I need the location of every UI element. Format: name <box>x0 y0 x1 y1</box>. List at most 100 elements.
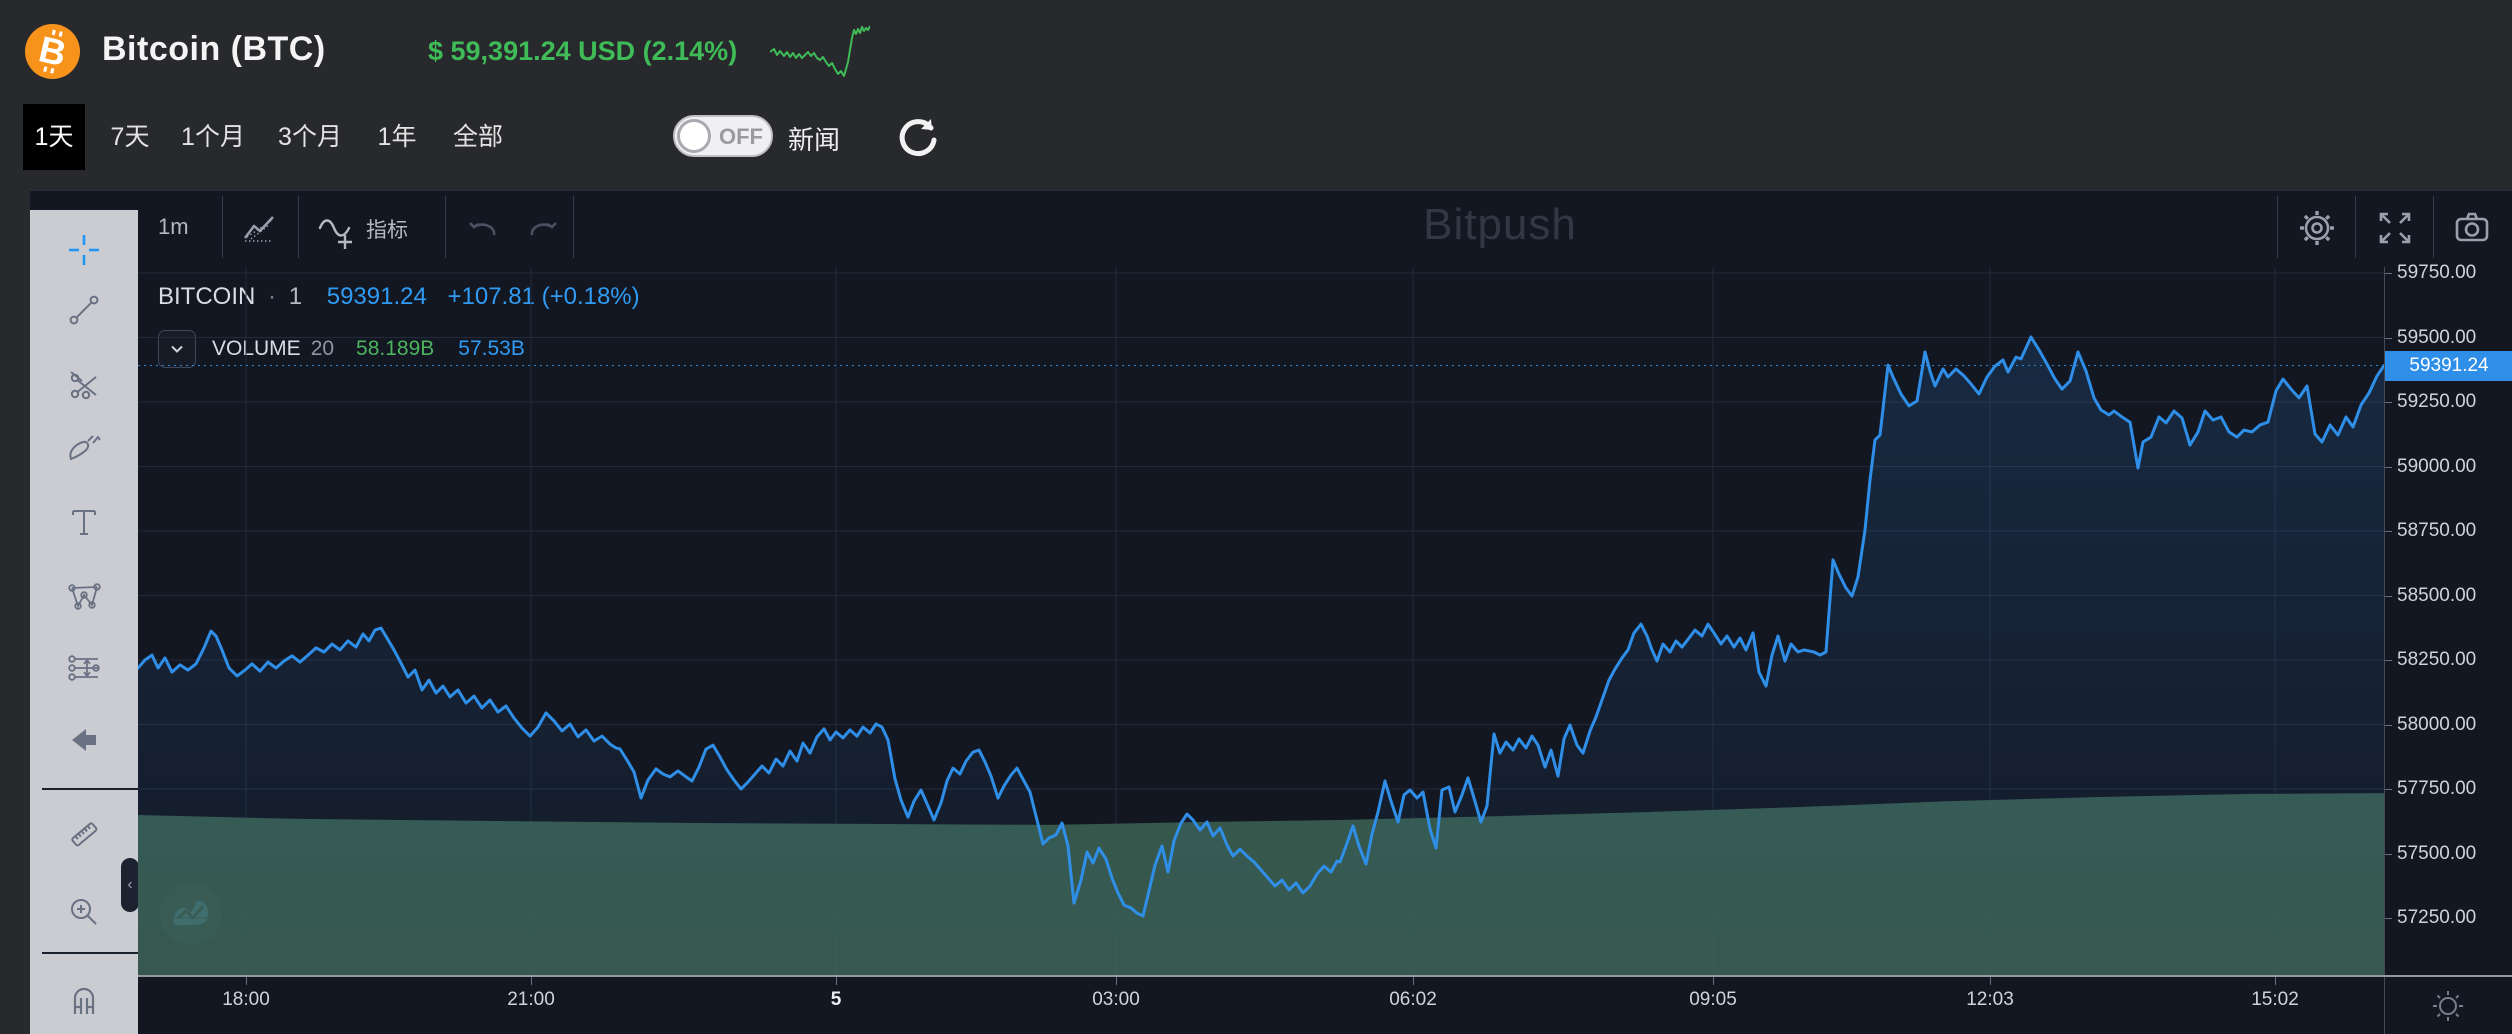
crosshair-tool[interactable] <box>30 222 138 278</box>
price-summary: $ 59,391.24 USD (2.14%) <box>428 36 738 66</box>
time-axis-label: 03:00 <box>1092 989 1140 1010</box>
drawing-toolbar <box>30 210 138 1034</box>
legend-collapse-button[interactable] <box>158 330 196 368</box>
pitchfork-tool[interactable] <box>30 357 138 413</box>
price-axis-label: 59000.00 <box>2397 455 2477 477</box>
price-tick <box>2385 918 2392 919</box>
price-tick <box>2385 531 2392 532</box>
volume-value-green: 58.189B <box>356 337 435 360</box>
news-toggle[interactable]: OFF <box>673 115 773 157</box>
camera-icon[interactable] <box>2448 204 2496 252</box>
time-tick <box>836 977 837 985</box>
price-tick <box>2385 724 2392 726</box>
interval-button[interactable]: 1m <box>158 214 189 239</box>
tab-3m[interactable]: 3个月 <box>278 123 342 151</box>
volume-value-blue: 57.53B <box>458 337 525 360</box>
zoom-in-tool[interactable] <box>30 884 138 940</box>
legend-last-price: 59391.24 <box>326 283 427 310</box>
toolbar-separator <box>2355 196 2356 258</box>
bitcoin-logo-icon: B <box>25 24 80 79</box>
price-axis-label: 59750.00 <box>2397 262 2477 283</box>
time-axis-label: 5 <box>830 989 842 1010</box>
time-axis-label: 06:02 <box>1389 989 1437 1010</box>
ruler-tool[interactable] <box>30 806 138 862</box>
tab-1d[interactable]: 1天 <box>23 104 85 170</box>
time-axis-label: 09:05 <box>1689 989 1737 1010</box>
price-tick <box>2385 853 2392 855</box>
xabcd-pattern-tool[interactable] <box>30 568 138 624</box>
toolbar-separator <box>445 196 446 258</box>
indicators-button[interactable]: 指标 <box>366 219 408 242</box>
svg-text:B: B <box>35 28 70 74</box>
news-label: 新闻 <box>788 125 841 155</box>
arrow-tool[interactable] <box>30 712 138 768</box>
toolbar-divider <box>42 788 138 790</box>
price-tick <box>2385 273 2392 274</box>
time-tick <box>1116 977 1117 985</box>
price-line-series <box>138 335 2384 918</box>
legend-change: +107.81 (+0.18%) <box>447 283 640 310</box>
volume-legend: VOLUME 20 58.189B 57.53B <box>158 330 525 368</box>
price-area-fill <box>138 336 2384 975</box>
chart-style-button[interactable] <box>238 208 282 248</box>
redo-button[interactable] <box>520 210 564 248</box>
refresh-button[interactable] <box>893 112 941 160</box>
toolbar-separator <box>2433 196 2434 258</box>
last-price-tag: 59391.24 <box>2385 350 2512 381</box>
trend-line-tool[interactable] <box>30 282 138 338</box>
toggle-state-label: OFF <box>719 124 763 149</box>
toolbar-divider <box>42 952 138 954</box>
symbol-name: BITCOIN <box>158 283 256 310</box>
price-axis-label: 57750.00 <box>2397 778 2477 799</box>
symbol-resolution: 1 <box>288 283 303 310</box>
time-tick <box>1413 977 1414 985</box>
chart-canvas[interactable] <box>138 267 2384 975</box>
toolbar-separator <box>573 196 574 258</box>
time-tick <box>2275 977 2276 985</box>
time-tick <box>531 977 532 985</box>
watermark: Bitpush <box>1423 200 1577 249</box>
price-axis-label: 58500.00 <box>2397 584 2477 606</box>
price-axis-label: 57500.00 <box>2397 842 2477 864</box>
brush-tool[interactable] <box>30 420 138 476</box>
price-tick <box>2385 789 2392 790</box>
toolbar-separator <box>222 196 223 258</box>
projection-tool[interactable] <box>30 640 138 696</box>
time-tick <box>1713 977 1714 985</box>
price-tick <box>2385 660 2392 661</box>
price-axis-label: 58250.00 <box>2397 649 2477 670</box>
tab-7d[interactable]: 7天 <box>110 123 150 151</box>
fullscreen-icon[interactable] <box>2371 204 2419 252</box>
tab-1m[interactable]: 1个月 <box>181 123 245 151</box>
price-axis-label: 59250.00 <box>2397 391 2477 412</box>
tab-all[interactable]: 全部 <box>452 123 503 151</box>
undo-button[interactable] <box>462 210 506 248</box>
volume-length: 20 <box>310 337 335 360</box>
price-axis-label: 57250.00 <box>2397 907 2477 928</box>
price-tick <box>2385 402 2392 403</box>
toolbar-separator <box>2277 196 2278 258</box>
tab-1y[interactable]: 1年 <box>377 123 417 151</box>
magnet-tool[interactable] <box>30 972 138 1028</box>
axis-corner-divider <box>2384 977 2385 1034</box>
time-axis-label: 21:00 <box>507 989 555 1010</box>
time-axis-label: 12:03 <box>1966 989 2014 1010</box>
page-title: Bitcoin (BTC) <box>102 30 326 68</box>
time-axis[interactable]: 18:00 21:00 5 03:00 06:02 09:05 12:03 15:02 <box>138 975 2512 1034</box>
chevron-down-icon <box>171 345 183 353</box>
sidebar-collapse-handle[interactable]: ‹ <box>121 858 139 912</box>
symbol-legend: BITCOIN · 1 59391.24 +107.81 (+0.18%) <box>158 283 640 311</box>
text-tool[interactable] <box>30 494 138 550</box>
time-tick <box>1990 977 1991 985</box>
time-axis-label: 18:00 <box>222 989 270 1010</box>
toolbar-separator <box>298 196 299 258</box>
price-axis[interactable]: 59750.00 59500.00 59250.00 59000.00 58750.00… <box>2384 262 2512 975</box>
legend-dot: · <box>268 283 277 310</box>
gear-icon[interactable] <box>2293 204 2341 252</box>
header-sparkline <box>770 25 870 77</box>
theme-sun-icon[interactable] <box>2428 986 2468 1026</box>
price-axis-label: 58750.00 <box>2397 520 2477 541</box>
time-axis-label: 15:02 <box>2251 989 2299 1010</box>
volume-label: VOLUME <box>212 337 301 360</box>
